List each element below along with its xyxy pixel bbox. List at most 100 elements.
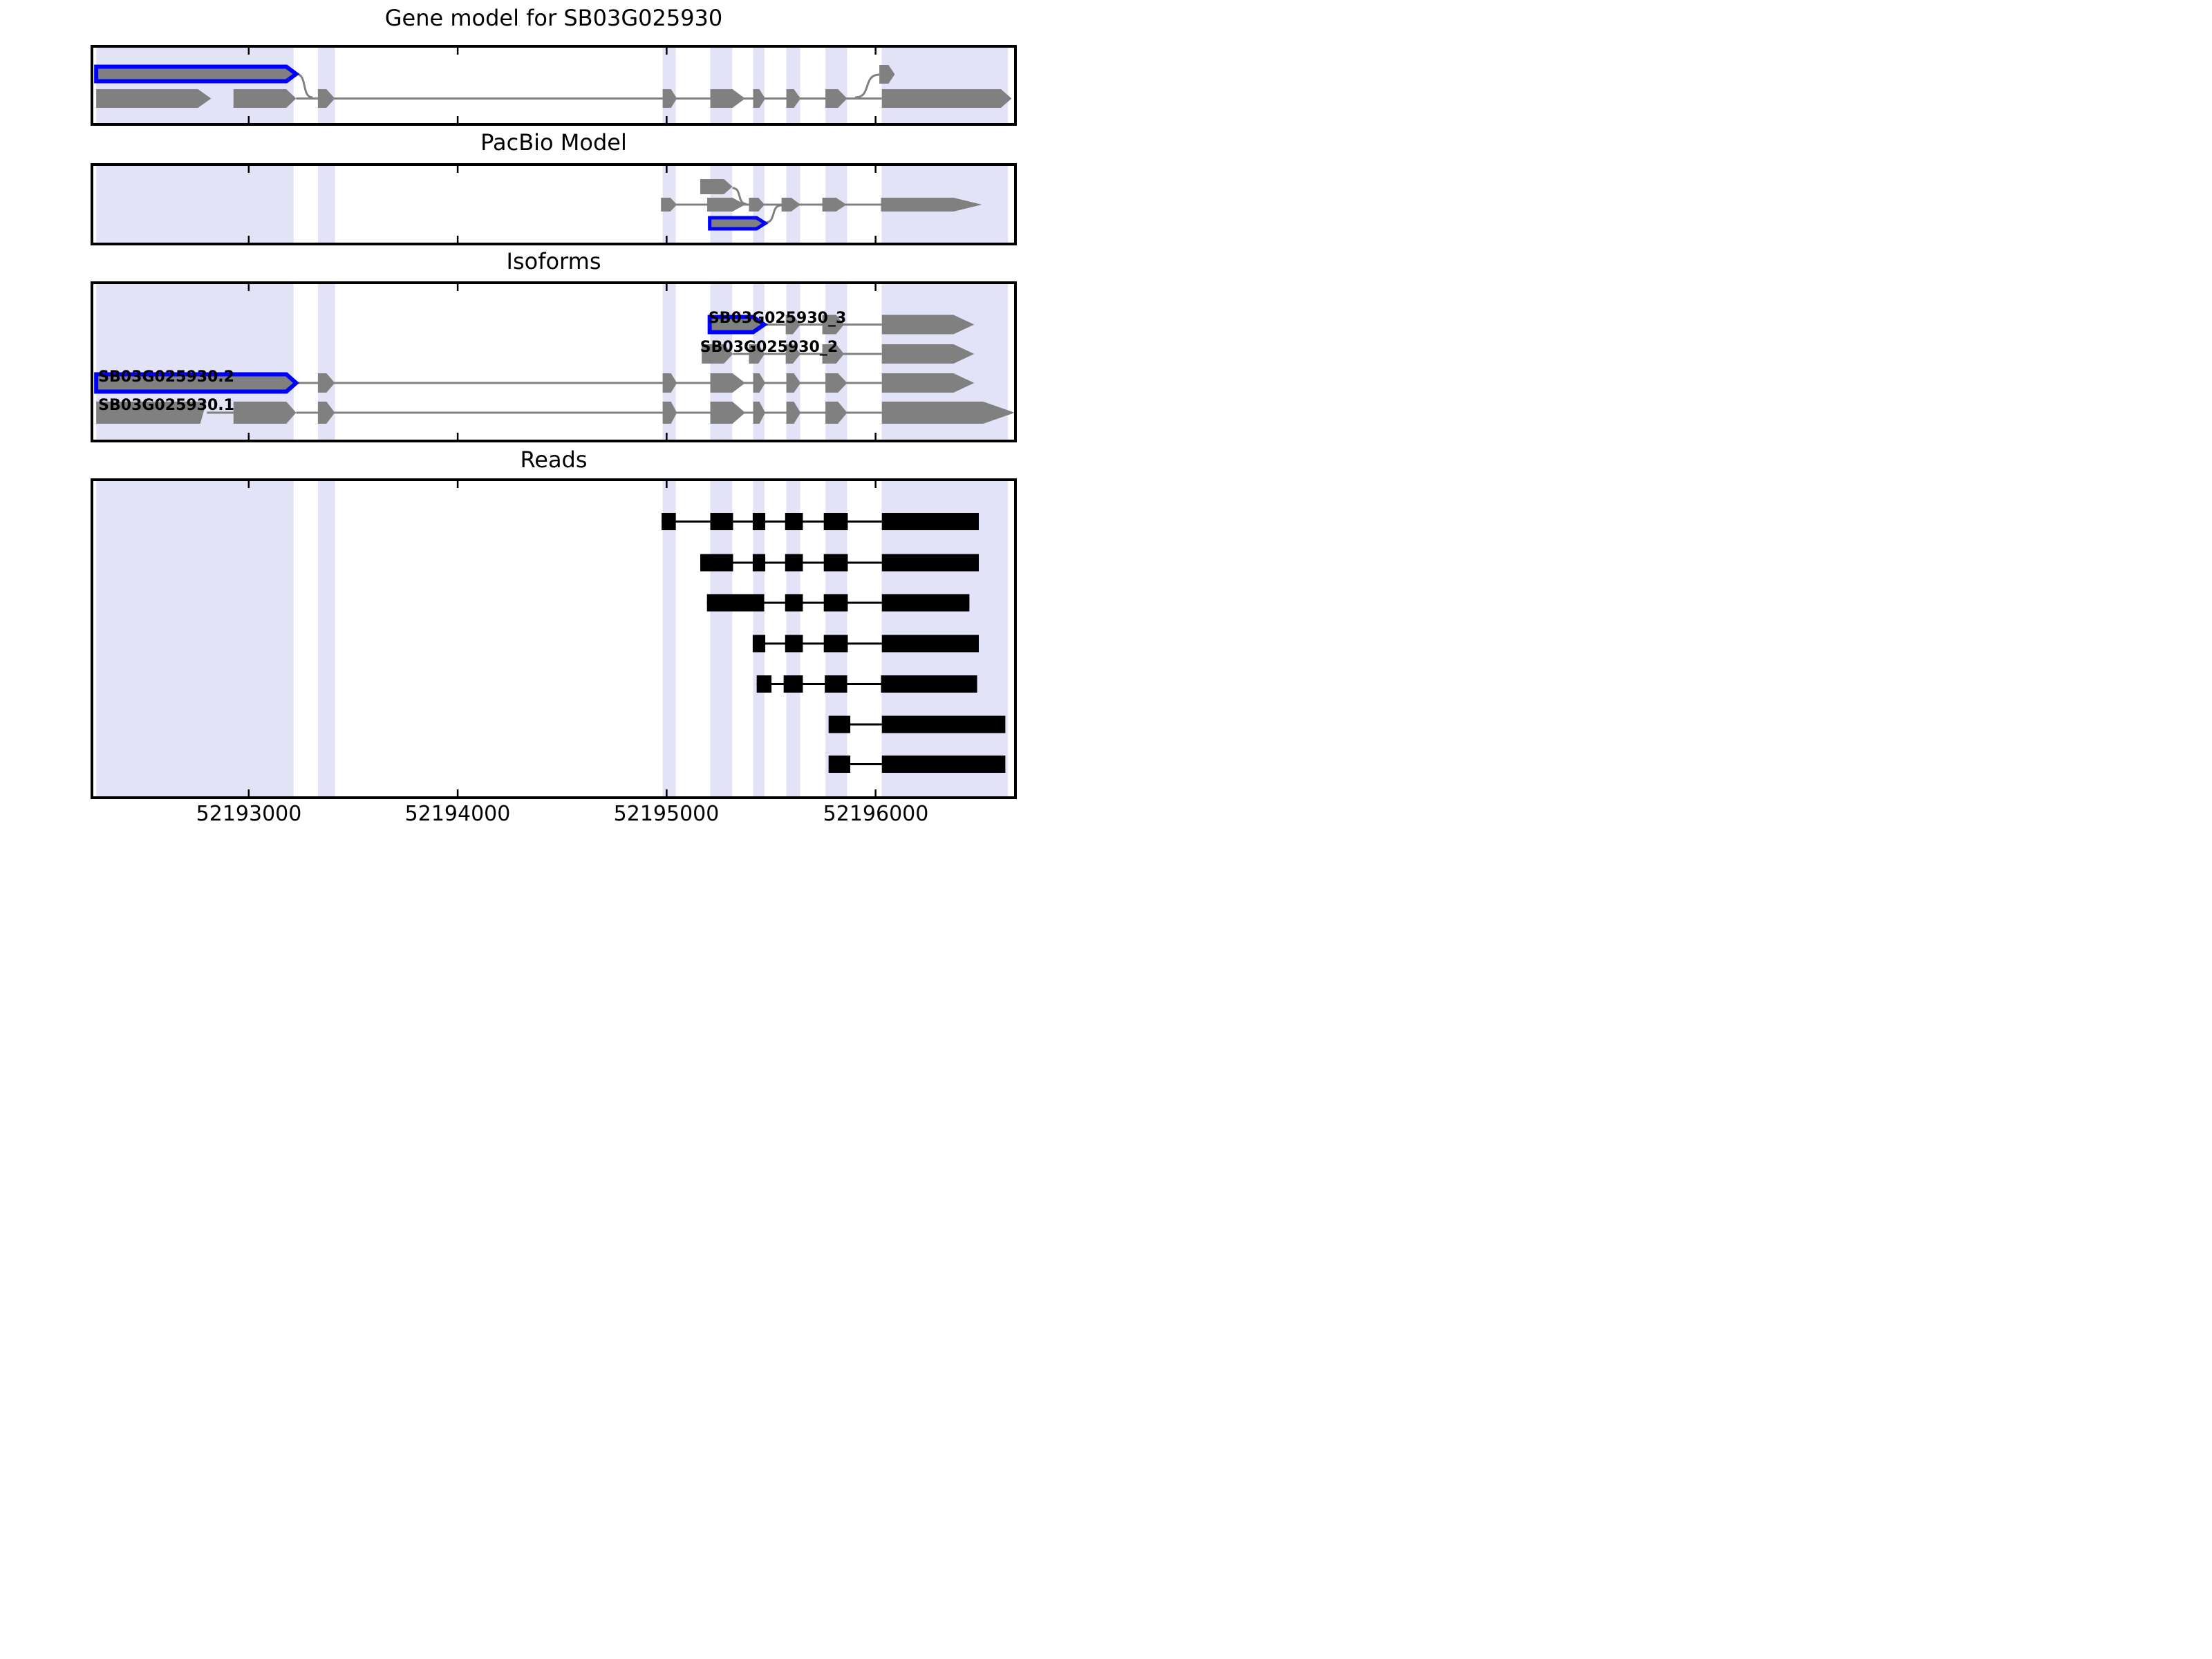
intron-line — [733, 353, 882, 355]
exon-block — [700, 554, 733, 572]
highlight-band — [710, 45, 733, 126]
exon-arrow — [661, 198, 677, 212]
exon-arrow — [786, 373, 801, 393]
exon-arrow — [710, 402, 746, 424]
exon-arrow — [881, 373, 975, 393]
highlighted-exon-arrow — [94, 372, 299, 394]
exon-arrow — [233, 402, 297, 424]
intron-line — [662, 203, 882, 206]
exon-block — [881, 756, 1006, 773]
exon-arrow — [753, 402, 766, 424]
exon-block — [752, 513, 766, 530]
exon-arrow — [881, 89, 1012, 108]
exon-block — [785, 594, 803, 612]
highlight-band — [96, 478, 294, 799]
exon-arrow — [879, 65, 895, 84]
exon-block — [823, 594, 848, 612]
highlight-band — [96, 45, 294, 126]
intron-line — [850, 723, 882, 726]
intron-line — [662, 521, 882, 523]
exon-block — [881, 594, 970, 612]
exon-arrow — [822, 344, 845, 364]
exon-arrow — [700, 179, 733, 194]
exon-arrow — [881, 198, 982, 212]
exon-arrow — [781, 198, 801, 212]
splice-curve — [854, 73, 880, 99]
intron-line — [207, 411, 234, 414]
panel-reads — [91, 478, 1017, 799]
exon-arrow — [749, 198, 765, 212]
exon-arrow — [710, 373, 746, 393]
intron-line — [752, 642, 882, 645]
highlight-band — [662, 45, 676, 126]
exon-arrow — [881, 344, 975, 364]
panel-gene-model — [91, 45, 1017, 126]
intron-line — [850, 763, 882, 765]
exon-block — [881, 554, 979, 572]
exon-arrow — [749, 344, 765, 364]
splice-curve — [732, 187, 747, 205]
reads-track-canvas — [96, 478, 1009, 799]
exon-block — [785, 513, 803, 530]
exon-block — [752, 554, 766, 572]
exon-block — [783, 675, 803, 693]
isoform-label: SB03G025930.1 — [98, 396, 234, 414]
panel-pacbio — [91, 163, 1017, 245]
exon-arrow — [822, 198, 847, 212]
exon-block — [752, 635, 766, 653]
pacbio-track-canvas — [96, 163, 1009, 245]
exon-block — [828, 756, 851, 773]
highlight-band — [786, 45, 800, 126]
exon-arrow — [881, 315, 975, 335]
exon-arrow — [786, 402, 801, 424]
x-axis-tick-label: 52194000 — [404, 802, 511, 826]
exon-block — [785, 554, 803, 572]
exon-arrow — [233, 89, 297, 108]
exon-arrow — [317, 89, 335, 108]
x-axis-tick-label: 52196000 — [823, 802, 929, 826]
exon-block — [881, 635, 979, 653]
exon-arrow — [825, 89, 847, 108]
intron-line — [756, 683, 881, 685]
exon-block — [785, 635, 803, 653]
highlight-band — [662, 478, 676, 799]
exon-block — [710, 513, 733, 530]
exon-arrow — [317, 402, 335, 424]
isoforms-panel-title: Isoforms — [506, 248, 601, 274]
exon-block — [881, 715, 1006, 733]
exon-arrow — [881, 402, 1015, 424]
gene-model-figure: Gene model for SB03G025930 PacBio Model … — [0, 0, 1106, 830]
exon-arrow — [753, 89, 766, 108]
exon-block — [706, 594, 765, 612]
highlighted-exon-arrow — [708, 216, 769, 231]
exon-block — [96, 402, 207, 424]
exon-arrow — [707, 198, 746, 212]
highlight-band — [881, 45, 1009, 126]
isoforms-track-canvas — [94, 281, 1015, 442]
exon-arrow — [786, 89, 801, 108]
exon-block — [756, 675, 772, 693]
exon-arrow — [822, 315, 845, 335]
exon-arrow — [317, 373, 335, 393]
exon-arrow — [702, 344, 733, 364]
exon-arrow — [785, 344, 801, 364]
intron-line — [296, 382, 882, 384]
highlighted-exon-arrow — [94, 64, 300, 84]
highlight-band — [825, 45, 847, 126]
x-axis-tick-label: 52195000 — [613, 802, 720, 826]
figure-title: Gene model for SB03G025930 — [384, 5, 723, 31]
exon-arrow — [710, 89, 746, 108]
isoform-label: SB03G025930_2 — [700, 339, 838, 356]
splice-curve — [296, 73, 313, 99]
intron-line — [296, 97, 882, 100]
intron-line — [296, 411, 882, 414]
panel-isoforms: SB03G025930_3 SB03G025930_2 SB03G025930.2 S… — [91, 281, 1017, 442]
gene-model-track-canvas — [94, 45, 1012, 126]
exon-arrow — [825, 402, 847, 424]
exon-arrow — [662, 402, 677, 424]
exon-block — [823, 513, 848, 530]
x-axis-tick-label: 52193000 — [196, 802, 302, 826]
splice-curve — [765, 204, 782, 224]
exon-block — [825, 675, 847, 693]
reads-panel-title: Reads — [520, 447, 588, 473]
